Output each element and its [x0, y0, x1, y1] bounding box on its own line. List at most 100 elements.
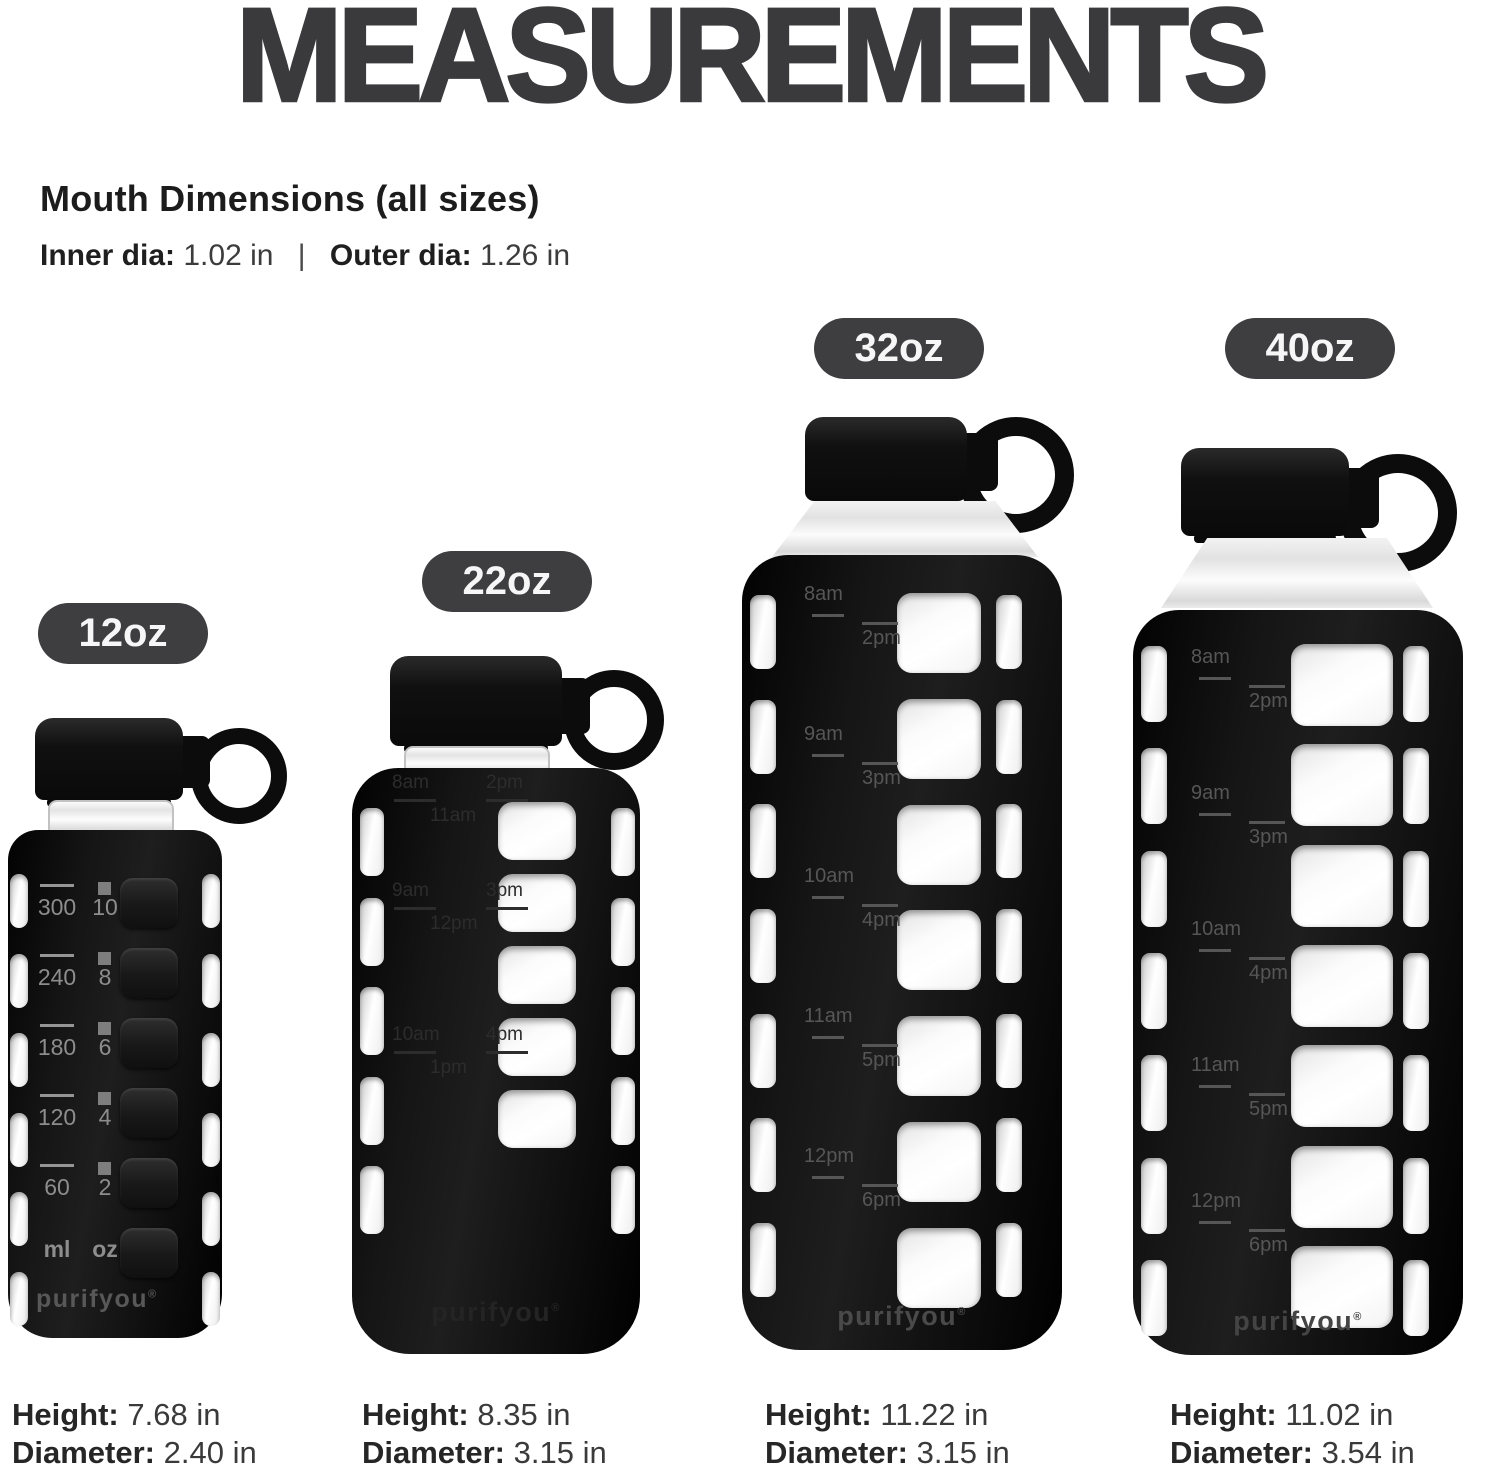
- sleeve-window: [897, 1122, 981, 1203]
- bottle-cap: [390, 656, 562, 753]
- diameter-value: 3.15 in: [916, 1435, 1010, 1470]
- sleeve-window: [1291, 1245, 1393, 1328]
- time-label-pm: 3pm: [486, 880, 523, 901]
- volume-scale-units: ml oz: [34, 1228, 134, 1298]
- sleeve-window: [202, 1271, 220, 1326]
- sleeve-window: [1141, 850, 1167, 927]
- diameter-line: Diameter: 3.15 in: [765, 1434, 1010, 1471]
- volume-scale: 300 10 240 8 180 6 120 4 60 2 ml oz: [34, 878, 134, 1298]
- sleeve-window: [498, 946, 576, 1004]
- time-markers: 8am 2pm 9am 3pm 10am 4pm 11am 5pm 12pm 6pm: [1133, 610, 1463, 1355]
- dimensions-40oz: Height: 11.02 in Diameter: 3.54 in: [1170, 1396, 1415, 1471]
- time-label-pm: 4pm: [486, 1024, 523, 1045]
- time-label-am: 8am: [1191, 646, 1230, 668]
- time-marker-group: 10am 4pm: [1191, 918, 1321, 994]
- sleeve-window: [202, 1033, 220, 1088]
- dimensions-22oz: Height: 8.35 in Diameter: 3.15 in: [362, 1396, 607, 1471]
- sleeve-window: [897, 1227, 981, 1308]
- sleeve-window: [202, 953, 220, 1008]
- size-badge-40oz: 40oz: [1225, 318, 1395, 379]
- height-value: 11.02 in: [1285, 1397, 1394, 1432]
- brand-logo: purifyou®: [352, 1297, 640, 1328]
- sleeve-window: [10, 1033, 28, 1088]
- bottle-40oz: 8am 2pm 9am 3pm 10am 4pm 11am 5pm 12pm 6pm purify…: [1133, 440, 1475, 1358]
- diameter-line: Diameter: 2.40 in: [12, 1434, 257, 1471]
- tick-mark: [812, 896, 844, 899]
- mouth-dimensions-heading: Mouth Dimensions (all sizes): [40, 178, 540, 219]
- diameter-line: Diameter: 3.15 in: [362, 1434, 607, 1471]
- bottle-22oz: 8am 2pm 11am 9am 3pm 12pm 10am 4pm 1pm purifyou®: [352, 648, 668, 1360]
- center-window-column: [1291, 644, 1393, 1328]
- diameter-label: Diameter:: [12, 1435, 155, 1470]
- volume-scale-row: 240 8: [34, 948, 134, 1018]
- time-marker-group: 12pm 6pm: [1191, 1190, 1321, 1266]
- sleeve-window: [750, 804, 776, 879]
- bottle-cap: [805, 417, 967, 508]
- time-marker-group: 9am 3pm: [804, 723, 934, 799]
- bottle-silicone-sleeve: 8am 2pm 9am 3pm 10am 4pm 11am 5pm 12pm 6pm purify…: [742, 555, 1062, 1350]
- tick-mark: [486, 907, 528, 910]
- bottle-neck-glass: [772, 501, 1038, 557]
- diameter-value: 3.54 in: [1321, 1435, 1415, 1470]
- time-label-am: 8am: [392, 772, 429, 793]
- time-label-mid: 1pm: [430, 1057, 467, 1078]
- sleeve-window: [10, 953, 28, 1008]
- bottle-cap: [35, 718, 183, 807]
- sleeve-window: [750, 699, 776, 774]
- tick-mark: [812, 1176, 844, 1179]
- outer-dia-label: Outer dia:: [329, 239, 472, 272]
- tick-mark: [394, 907, 436, 910]
- sleeve-window: [897, 804, 981, 885]
- tick-mark: [1249, 685, 1285, 688]
- sleeve-window: [750, 908, 776, 983]
- bottle-32oz: 8am 2pm 9am 3pm 10am 4pm 11am 5pm 12pm 6pm purify…: [742, 415, 1078, 1355]
- tick-mark: [1199, 1221, 1231, 1224]
- tick-mark: [40, 954, 74, 957]
- height-line: Height: 7.68 in: [12, 1396, 257, 1434]
- ml-value: 300: [37, 894, 77, 920]
- height-line: Height: 11.02 in: [1170, 1396, 1415, 1434]
- cap-ring-handle: [191, 728, 287, 824]
- sleeve-window: [996, 1118, 1022, 1193]
- sleeve-window: [1403, 850, 1429, 927]
- ml-value: 240: [37, 964, 77, 990]
- brand-text: purifyou: [431, 1297, 552, 1327]
- bottle-silicone-sleeve: 300 10 240 8 180 6 120 4 60 2 ml oz purifyou®: [8, 830, 222, 1338]
- sleeve-window: [202, 1112, 220, 1167]
- tick-mark: [862, 1184, 898, 1187]
- square-mark: [98, 1162, 111, 1175]
- tick-mark: [40, 884, 74, 887]
- tick-mark: [40, 1024, 74, 1027]
- time-marker-group: 8am 2pm 11am: [392, 772, 542, 848]
- sleeve-window: [1141, 748, 1167, 825]
- brand-text: purifyou: [1233, 1306, 1354, 1336]
- volume-scale-row: 180 6: [34, 1018, 134, 1088]
- height-value: 8.35 in: [477, 1397, 571, 1432]
- height-label: Height:: [765, 1397, 872, 1432]
- time-label-am: 9am: [392, 880, 429, 901]
- page-title: MEASUREMENTS: [234, 0, 1270, 131]
- size-badge-12oz: 12oz: [38, 603, 208, 664]
- sleeve-window: [1291, 1145, 1393, 1228]
- sleeve-window: [360, 1076, 384, 1145]
- registered-mark: ®: [1353, 1311, 1363, 1323]
- diameter-line: Diameter: 3.54 in: [1170, 1434, 1415, 1471]
- time-marker-group: 10am 4pm: [804, 865, 934, 941]
- sleeve-window: [611, 1076, 635, 1145]
- sleeve-window: [996, 804, 1022, 879]
- left-window-column: [750, 595, 776, 1297]
- tick-mark: [1199, 813, 1231, 816]
- sleeve-window: [750, 1118, 776, 1193]
- inner-dia-value: 1.02 in: [183, 239, 274, 272]
- sleeve-window: [498, 1090, 576, 1148]
- time-label-pm: 6pm: [862, 1189, 901, 1211]
- sleeve-window: [1141, 952, 1167, 1029]
- mouth-dimensions-values: Inner dia: 1.02 in | Outer dia: 1.26 in: [40, 239, 570, 273]
- silicone-bump: [120, 878, 178, 928]
- time-label-pm: 4pm: [1249, 962, 1288, 984]
- tick-mark: [1199, 949, 1231, 952]
- ml-value: 120: [37, 1104, 77, 1130]
- sleeve-window: [1141, 1055, 1167, 1132]
- time-label-am: 10am: [392, 1024, 440, 1045]
